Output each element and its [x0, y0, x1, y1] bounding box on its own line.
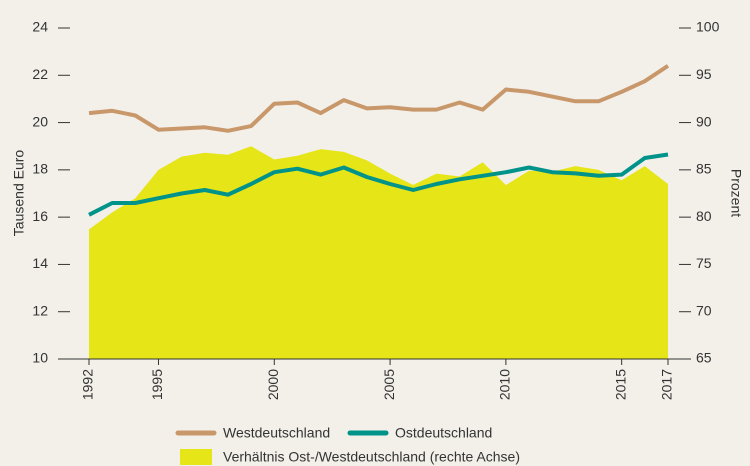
- x-tick-label: 2010: [497, 369, 513, 400]
- legend-swatch: [180, 449, 212, 465]
- y2-tick-label: 65: [696, 350, 712, 366]
- x-tick-label: 1995: [149, 369, 165, 400]
- y-tick-label: 22: [32, 66, 48, 82]
- y2-tick-label: 100: [696, 19, 720, 35]
- y-tick-label: 18: [32, 161, 48, 177]
- y2-tick-label: 70: [696, 302, 712, 318]
- x-tick-label: 2015: [612, 369, 628, 400]
- legend-label: Ostdeutschland: [395, 425, 492, 441]
- y-tick-label: 20: [32, 113, 48, 129]
- y-tick-label: 24: [32, 19, 48, 35]
- y2-tick-label: 75: [696, 255, 712, 271]
- y2-tick-label: 80: [696, 208, 712, 224]
- x-tick-label: 2000: [265, 369, 281, 400]
- line: [88, 152, 669, 217]
- legend-label: Westdeutschland: [223, 425, 330, 441]
- y2-tick-label: 85: [696, 161, 712, 177]
- y2-tick-label: 90: [696, 113, 712, 129]
- legend-label: Verhältnis Ost-/Westdeutschland (rechte …: [223, 449, 520, 465]
- y2-tick-label: 95: [696, 66, 712, 82]
- y-tick-label: 12: [32, 302, 48, 318]
- x-tick-label: 1992: [80, 369, 96, 400]
- y2-axis-label: Prozent: [728, 169, 744, 217]
- y-tick-label: 14: [32, 255, 48, 271]
- y-tick-label: 10: [32, 350, 48, 366]
- y-axis-label: Tausend Euro: [11, 150, 27, 237]
- y-tick-label: 16: [32, 208, 48, 224]
- x-tick-label: 2017: [659, 369, 675, 400]
- line: [88, 64, 670, 133]
- area: [89, 146, 668, 359]
- x-tick-label: 2005: [381, 369, 397, 400]
